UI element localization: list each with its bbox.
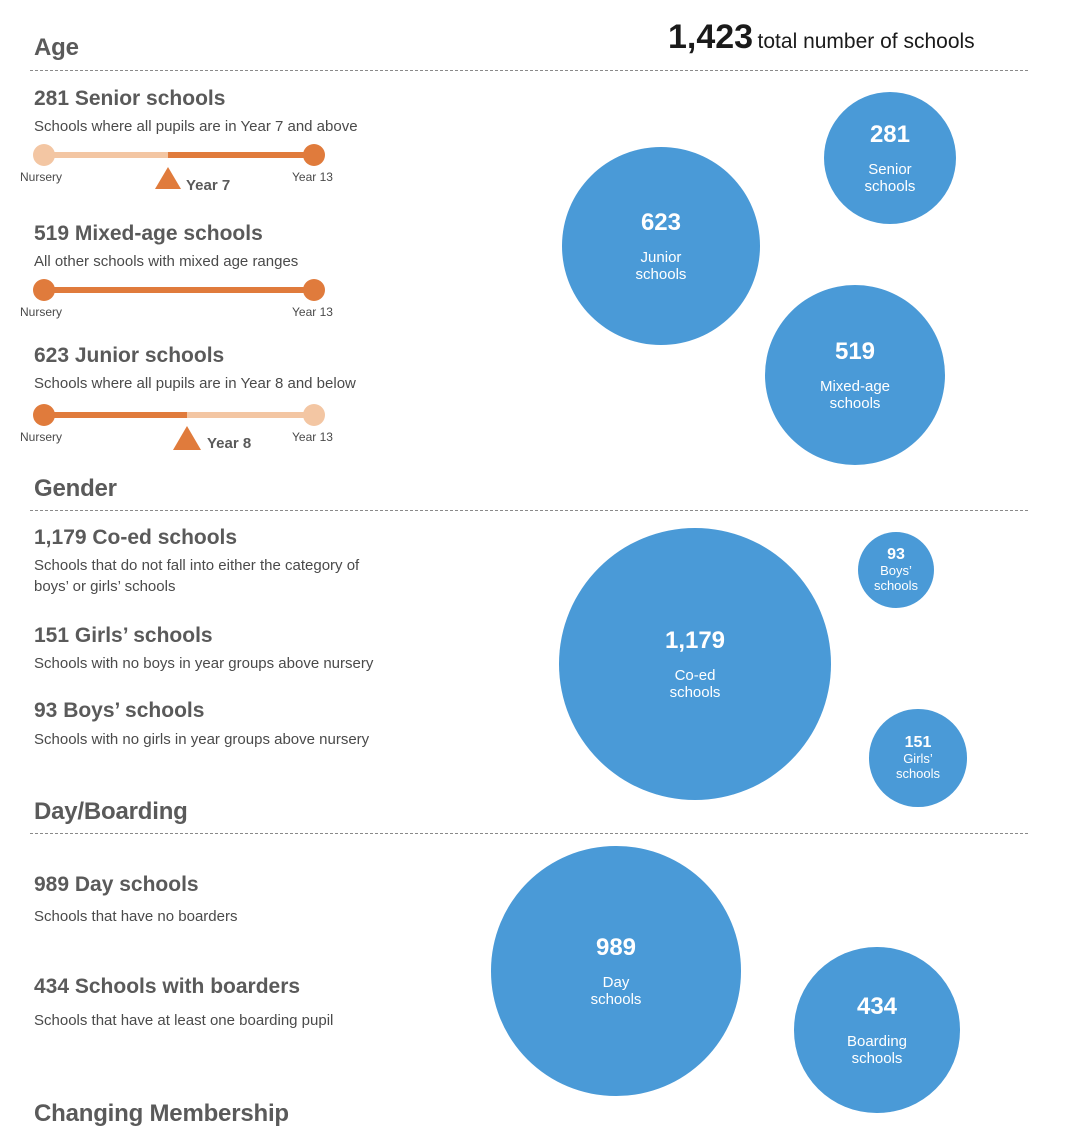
bubble-label-line: Boarding [846, 1032, 908, 1050]
total-text: total number of schools [757, 30, 975, 53]
bubble-label: Day schools [591, 974, 642, 1009]
scale-marker-label: Year 7 [186, 177, 231, 194]
bubble-label: Co-ed schools [670, 667, 721, 702]
bubble-coed: 1,179 Co-ed schools [559, 528, 831, 800]
bubble-mixedage: 519 Mixed-age schools [764, 284, 946, 466]
bubble-label-line: schools [829, 394, 881, 412]
bubble-value: 434 [856, 992, 898, 1020]
scale-end-label: Year 13 [292, 170, 333, 184]
item-title-mixed: 519 Mixed-age schools [34, 222, 263, 245]
item-desc-coed-line1: Schools that do not fall into either the… [34, 557, 360, 574]
age-scale-junior [33, 404, 325, 450]
bubble-value: 989 [595, 933, 637, 961]
scale-start-label: Nursery [20, 170, 63, 184]
item-title-junior: 623 Junior schools [34, 344, 225, 367]
bubble-value: 1,179 [664, 626, 726, 654]
bubble-label: Mixed-age schools [820, 378, 890, 413]
bubble-value: 623 [640, 208, 681, 236]
scale-end-dot [303, 404, 325, 426]
divider-boarding [30, 833, 1028, 834]
scale-start-dot [33, 404, 55, 426]
bubble-value: 93 [887, 546, 905, 564]
age-scale-senior [33, 144, 325, 189]
bubble-label-line: Girls’ [903, 751, 933, 767]
scale-start-dot [33, 279, 55, 301]
bubble-label: Junior schools [636, 249, 687, 284]
total-number: 1,423 [668, 18, 754, 56]
age-scale-mixed [33, 279, 325, 301]
scale-marker-label: Year 8 [207, 435, 252, 452]
scale-end-dot [303, 279, 325, 301]
bubble-label-line: Boys’ [880, 563, 912, 579]
bubble-day: 989 Day schools [491, 846, 741, 1096]
bubble-label: Girls’ schools [895, 751, 941, 782]
bubble-label-line: Mixed-age [819, 377, 891, 395]
bubble-label-line: schools [851, 1049, 903, 1067]
scale-end-label: Year 13 [292, 305, 333, 319]
section-title-age: Age [34, 34, 79, 61]
item-desc-girls: Schools with no boys in year groups abov… [34, 655, 374, 672]
item-desc-boys: Schools with no girls in year groups abo… [34, 731, 370, 748]
bubble-label-line: Junior [640, 248, 682, 266]
item-title-day: 989 Day schools [34, 873, 199, 896]
bubble-label-line: schools [590, 990, 642, 1008]
bubble-label-line: schools [864, 177, 916, 195]
bubble-value: 281 [869, 120, 910, 148]
bubble-boys: 93 Boys’ schools [857, 531, 935, 609]
item-title-boarders: 434 Schools with boarders [34, 975, 301, 998]
item-desc-mixed: All other schools with mixed age ranges [34, 253, 299, 270]
bubble-value: 519 [834, 337, 876, 365]
item-desc-junior: Schools where all pupils are in Year 8 a… [34, 375, 356, 392]
item-desc-day: Schools that have no boarders [34, 908, 238, 925]
scale-start-dot [33, 144, 55, 166]
bubble-value: 151 [904, 734, 932, 752]
bubble-label-line: schools [635, 265, 687, 283]
bubble-label-line: schools [873, 577, 919, 593]
scale-start-label: Nursery [20, 430, 63, 444]
bubble-label-line: Co-ed [674, 666, 716, 684]
item-title-boys: 93 Boys’ schools [34, 699, 205, 722]
scale-start-label: Nursery [20, 305, 63, 319]
bubble-label-line: schools [895, 765, 941, 781]
bubble-senior: 281 Senior schools [823, 91, 957, 225]
section-title-boarding: Day/Boarding [34, 798, 188, 825]
bubble-boarding: 434 Boarding schools [794, 947, 960, 1113]
bubble-label: Boarding schools [847, 1033, 907, 1068]
scale-end-label: Year 13 [292, 430, 333, 444]
bubble-label-line: schools [669, 684, 721, 701]
bubble-girls: 151 Girls’ schools [869, 709, 967, 807]
scale-end-dot [303, 144, 325, 166]
bubble-label: Boys’ schools [873, 563, 919, 594]
divider-age [30, 70, 1028, 71]
total-schools: 1,423 total number of schools [668, 18, 975, 57]
bubble-label-line: Senior [868, 160, 912, 178]
section-title-gender: Gender [34, 475, 117, 502]
item-desc-senior: Schools where all pupils are in Year 7 a… [34, 118, 358, 135]
item-desc-coed-line2: boys’ or girls’ schools [34, 578, 176, 595]
bubble-label: Senior schools [865, 161, 916, 196]
item-title-girls: 151 Girls’ schools [34, 624, 213, 647]
bubble-label-line: Day [602, 973, 630, 991]
scale-marker-triangle [155, 167, 181, 189]
bubble-junior: 623 Junior schools [562, 147, 760, 345]
item-desc-boarders: Schools that have at least one boarding … [34, 1012, 334, 1029]
item-title-senior: 281 Senior schools [34, 87, 226, 110]
scale-marker-triangle [173, 426, 201, 450]
divider-gender [30, 510, 1028, 511]
section-title-changing-membership: Changing Membership [34, 1100, 289, 1127]
item-title-coed: 1,179 Co-ed schools [34, 526, 238, 549]
